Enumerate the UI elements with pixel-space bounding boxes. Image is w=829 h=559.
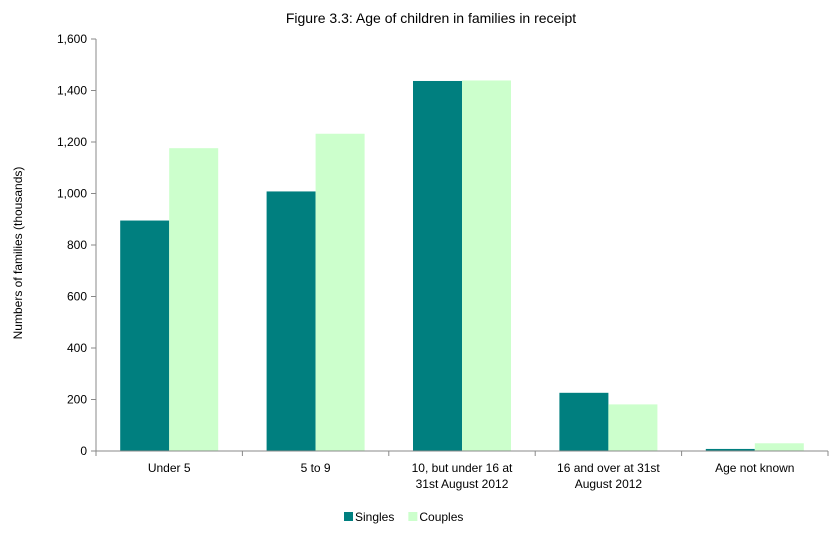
y-tick-label: 1,000 bbox=[57, 187, 87, 201]
x-tick-label: Under 5 bbox=[148, 461, 191, 475]
bar-couples bbox=[315, 133, 365, 451]
bar-singles bbox=[266, 191, 316, 451]
bar-couples bbox=[462, 80, 511, 452]
y-tick-label: 1,600 bbox=[57, 32, 87, 46]
legend-label-couples: Couples bbox=[419, 510, 463, 524]
y-axis-label: Numbers of families (thousands) bbox=[11, 167, 25, 340]
bar-couples bbox=[608, 404, 658, 451]
y-tick-label: 1,400 bbox=[57, 84, 87, 98]
y-tick-label: 200 bbox=[67, 393, 87, 407]
x-tick-label: August 2012 bbox=[575, 477, 643, 491]
bars bbox=[120, 80, 804, 452]
chart-title: Figure 3.3: Age of children in families … bbox=[286, 10, 576, 26]
x-tick-label: 16 and over at 31st bbox=[557, 461, 660, 475]
bar-singles bbox=[120, 220, 170, 451]
y-tick-label: 400 bbox=[67, 341, 87, 355]
y-tick-label: 0 bbox=[80, 444, 87, 458]
y-tick-label: 600 bbox=[67, 290, 87, 304]
axes bbox=[95, 39, 828, 452]
x-tick-label: 31st August 2012 bbox=[416, 477, 509, 491]
x-tick-label: 5 to 9 bbox=[301, 461, 331, 475]
x-tick-label: Age not known bbox=[715, 461, 794, 475]
legend-swatch-couples bbox=[408, 512, 418, 521]
x-axis-ticks: Under 5 5 to 9 10, but under 16 at 31st Aug… bbox=[95, 451, 829, 491]
x-tick-label: 10, but under 16 at bbox=[412, 461, 513, 475]
bar-singles bbox=[413, 80, 462, 451]
bar-singles bbox=[705, 448, 755, 451]
legend-swatch-singles bbox=[344, 512, 353, 521]
y-tick-label: 1,200 bbox=[57, 135, 87, 149]
bar-singles bbox=[559, 392, 609, 451]
bar-couples bbox=[169, 148, 219, 451]
bar-couples bbox=[754, 443, 804, 451]
legend: Singles Couples bbox=[344, 510, 463, 524]
legend-label-singles: Singles bbox=[355, 510, 394, 524]
y-axis-ticks: 0 200 400 600 800 1,000 1,200 1,400 1,600 bbox=[57, 32, 96, 458]
y-tick-label: 800 bbox=[67, 238, 87, 252]
